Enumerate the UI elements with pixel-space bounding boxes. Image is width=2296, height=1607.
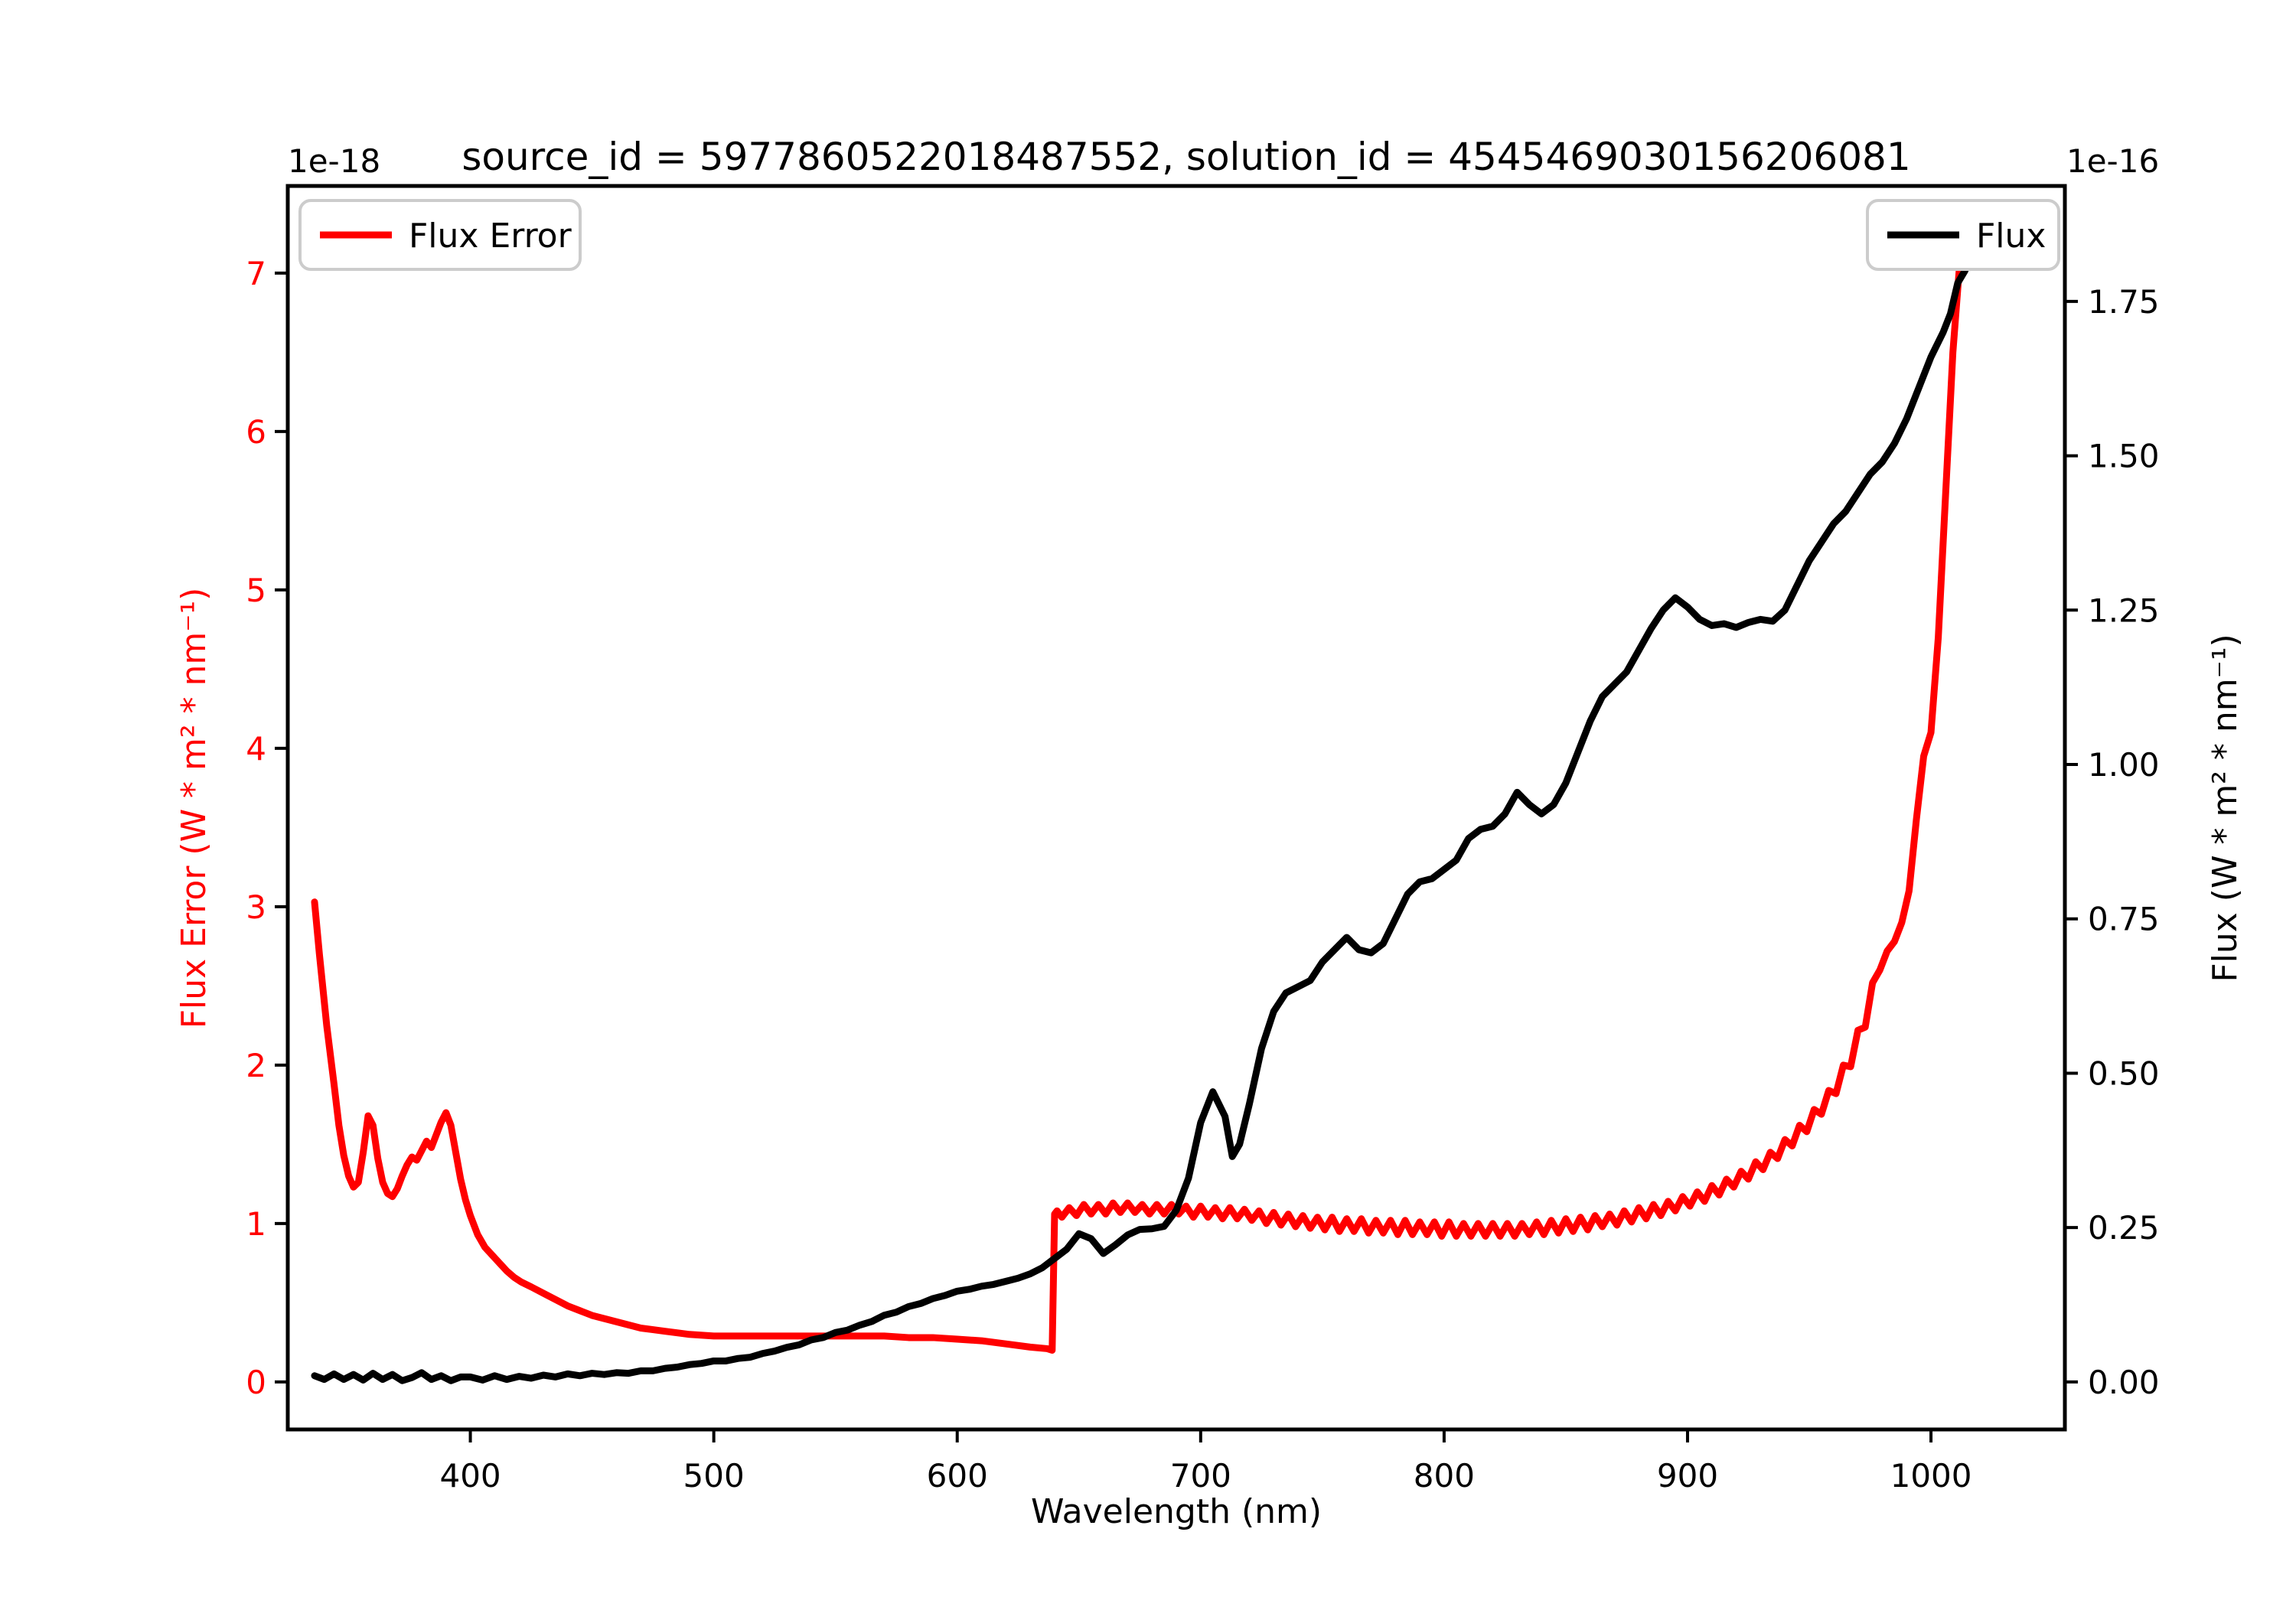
right-axis-ticks: 0.00 0.25 0.50 0.75 1.00 1.25 1.50 1.75 [2065, 283, 2160, 1401]
legend-flux-box [1866, 199, 2060, 271]
series-line-flux [311, 267, 1969, 1384]
left-tick-label: 3 [246, 888, 266, 926]
legend-flux-error[interactable]: Flux Error [298, 199, 582, 271]
right-tick-label: 1.25 [2088, 592, 2160, 629]
right-axis-offset-text: 1e-16 [2066, 142, 2159, 180]
right-axis-label: Flux (W * m² * nm⁻¹) [2206, 634, 2245, 982]
right-tick-label: 0.25 [2088, 1209, 2160, 1247]
x-tick-label: 500 [683, 1457, 745, 1495]
x-tick-label: 400 [439, 1457, 501, 1495]
left-tick-label: 5 [246, 572, 266, 609]
page-title: source_id = 5977860522018487552, solutio… [461, 135, 1910, 179]
left-axis-ticks: 0 1 2 3 4 5 6 7 [246, 255, 288, 1401]
left-tick-label: 4 [246, 730, 266, 768]
right-tick-label: 1.00 [2088, 746, 2160, 784]
series-line-flux-error [311, 253, 1964, 1354]
left-axis-label: Flux Error (W * m² * nm⁻¹) [174, 588, 214, 1029]
right-tick-label: 1.75 [2088, 283, 2160, 321]
data-curves [311, 253, 1969, 1384]
x-tick-label: 900 [1657, 1457, 1718, 1495]
right-tick-label: 0.75 [2088, 901, 2160, 938]
x-tick-label: 1000 [1890, 1457, 1972, 1495]
left-tick-label: 2 [246, 1047, 266, 1084]
x-tick-label: 700 [1170, 1457, 1231, 1495]
legend-flux-error-label: Flux Error [409, 217, 572, 256]
legend-flux-label: Flux [1976, 217, 2046, 256]
right-tick-label: 0.00 [2088, 1364, 2160, 1401]
legend-flux-error-box [298, 199, 582, 271]
x-axis-ticks: 400 500 600 700 800 900 1000 [439, 1429, 1972, 1495]
left-axis-offset-text: 1e-18 [288, 142, 380, 180]
right-tick-label: 0.50 [2088, 1054, 2160, 1092]
x-tick-label: 800 [1414, 1457, 1475, 1495]
left-tick-label: 0 [246, 1364, 266, 1401]
left-tick-label: 7 [246, 255, 266, 292]
right-tick-label: 1.50 [2088, 438, 2160, 475]
left-tick-label: 6 [246, 413, 266, 451]
left-tick-label: 1 [246, 1205, 266, 1243]
x-tick-label: 600 [927, 1457, 988, 1495]
axes-frame [285, 184, 2067, 1432]
legend-flux[interactable]: Flux [1866, 199, 2060, 271]
x-axis-label: Wavelength (nm) [1031, 1492, 1322, 1531]
